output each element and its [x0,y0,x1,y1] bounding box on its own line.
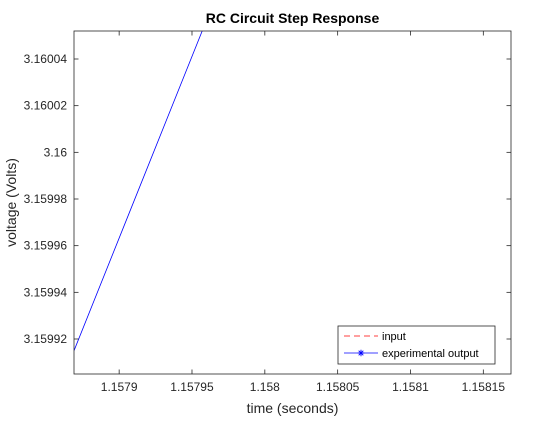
x-tick-label: 1.15805 [316,380,360,394]
tick-layer: 1.1579 1.15795 1.158 1.15805 1.1581 1.15815 3.… [24,31,511,394]
series-line-experimental-output [74,31,203,351]
y-tick-label: 3.16 [44,145,68,159]
asterisk-marker-icon [357,349,365,357]
legend-items: input experimental output [344,331,479,360]
y-axis-label: voltage (Volts) [3,158,19,247]
series-layer [74,31,203,351]
y-tick-label: 3.16004 [24,52,68,66]
axes-background [74,31,511,374]
y-tick-label: 3.15996 [24,239,68,253]
x-tick-label: 1.1579 [101,380,138,394]
x-tick-label: 1.15795 [170,380,214,394]
chart-title: RC Circuit Step Response [206,10,380,26]
y-tick-label: 3.16002 [24,99,68,113]
y-tick-label: 3.15998 [24,192,68,206]
x-tick-label: 1.158 [250,380,280,394]
axes-box [73,30,512,375]
legend-box [337,325,496,365]
legend: input experimental output [337,325,496,365]
x-tick-label: 1.1581 [392,380,429,394]
x-axis-label: time (seconds) [247,400,339,416]
plot-area: 1.1579 1.15795 1.158 1.15805 1.1581 1.15815 3.… [24,30,512,394]
x-tick-label: 1.15815 [462,380,506,394]
legend-label-input: input [382,331,406,343]
legend-label-experimental-output: experimental output [382,348,479,360]
y-tick-label: 3.15992 [24,332,68,346]
y-tick-label: 3.15994 [24,285,68,299]
